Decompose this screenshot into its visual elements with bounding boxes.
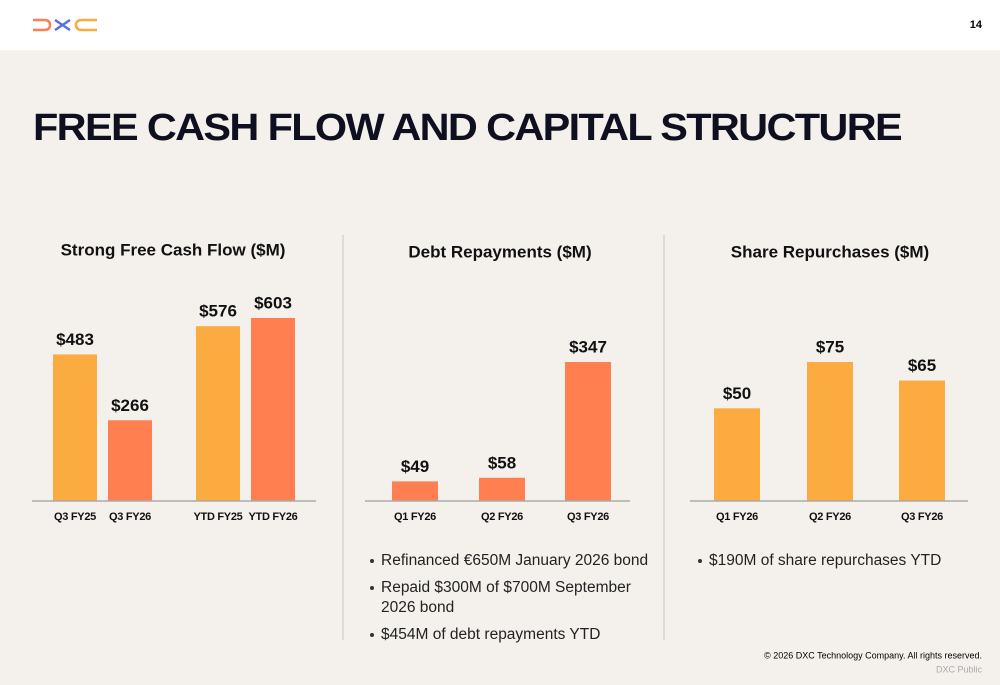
logo: [33, 18, 97, 32]
chart-title: Share Repurchases ($M): [731, 242, 929, 261]
classification: DXC Public: [936, 664, 983, 674]
copyright: © 2026 DXC Technology Company. All right…: [764, 650, 982, 660]
bar: [714, 408, 760, 501]
bar: [479, 477, 525, 501]
x-tick-label: Q1 FY26: [716, 511, 758, 523]
bullet-text: $454M of debt repayments YTD: [381, 626, 600, 643]
x-tick-label: Q2 FY26: [481, 511, 523, 523]
x-tick-label: Q3 FY26: [567, 511, 609, 523]
value-label: $347: [569, 337, 607, 356]
bullet-text: Refinanced €650M January 2026 bond: [381, 552, 648, 569]
header-bar: [0, 0, 1000, 50]
value-label: $65: [908, 356, 936, 375]
value-label: $49: [401, 457, 429, 476]
bullet-text: Repaid $300M of $700M September: [381, 579, 631, 596]
value-label: $75: [816, 337, 844, 356]
bar: [108, 420, 152, 501]
value-label: $576: [199, 302, 237, 321]
bullet-dot: [370, 633, 374, 637]
value-label: $266: [111, 396, 149, 415]
value-label: $603: [254, 293, 292, 312]
x-tick-label: Q3 FY26: [901, 511, 943, 523]
chart-title: Debt Repayments ($M): [408, 242, 591, 261]
x-tick-label: Q1 FY26: [394, 511, 436, 523]
value-label: $58: [488, 453, 516, 472]
page-number: 14: [970, 19, 983, 31]
chart-title: Strong Free Cash Flow ($M): [61, 240, 286, 259]
bar: [196, 326, 240, 501]
bar: [392, 481, 438, 501]
bar: [807, 362, 853, 501]
value-label: $483: [56, 330, 94, 349]
x-tick-label: Q3 FY25: [54, 511, 96, 523]
bar: [565, 362, 611, 501]
x-tick-label: Q2 FY26: [809, 511, 851, 523]
value-label: $50: [723, 384, 751, 403]
bullet-text: 2026 bond: [381, 599, 454, 616]
bullet-text: $190M of share repurchases YTD: [709, 552, 941, 569]
bullet-dot: [698, 559, 702, 563]
slide-title: FREE CASH FLOW AND CAPITAL STRUCTURE: [33, 107, 901, 149]
x-tick-label: YTD FY26: [249, 511, 298, 523]
x-tick-label: YTD FY25: [194, 511, 243, 523]
bullet-dot: [370, 586, 374, 590]
x-tick-label: Q3 FY26: [109, 511, 151, 523]
bullet-dot: [370, 559, 374, 563]
bar: [53, 354, 97, 501]
bar: [899, 380, 945, 501]
bar: [251, 318, 295, 501]
